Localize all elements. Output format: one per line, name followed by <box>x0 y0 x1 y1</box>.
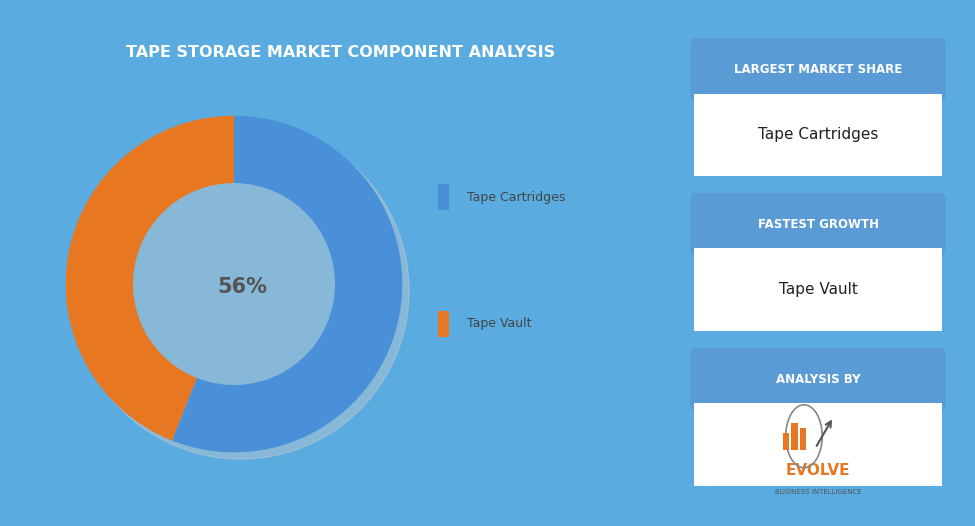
Circle shape <box>72 123 409 459</box>
Text: EVOLVE: EVOLVE <box>786 463 850 478</box>
FancyBboxPatch shape <box>690 193 946 256</box>
FancyBboxPatch shape <box>690 38 946 101</box>
Bar <box>438 184 449 210</box>
Bar <box>792 423 798 450</box>
Bar <box>694 403 942 485</box>
Text: Tape Vault: Tape Vault <box>467 317 531 330</box>
FancyBboxPatch shape <box>690 348 946 411</box>
Text: TAPE STORAGE MARKET COMPONENT ANALYSIS: TAPE STORAGE MARKET COMPONENT ANALYSIS <box>126 45 556 60</box>
Text: FASTEST GROWTH: FASTEST GROWTH <box>758 218 878 231</box>
Text: Tape Vault: Tape Vault <box>779 282 857 297</box>
Bar <box>694 248 942 331</box>
Bar <box>783 433 789 450</box>
Bar <box>438 310 449 337</box>
Text: ANALYSIS BY: ANALYSIS BY <box>776 372 860 386</box>
Wedge shape <box>172 116 403 452</box>
Text: Tape Cartridges: Tape Cartridges <box>758 127 878 142</box>
Text: Tape Cartridges: Tape Cartridges <box>467 191 565 204</box>
Bar <box>800 428 806 450</box>
Text: BUSINESS INTELLIGENCE: BUSINESS INTELLIGENCE <box>775 489 861 495</box>
Wedge shape <box>65 116 234 441</box>
Text: 56%: 56% <box>217 277 267 297</box>
Bar <box>694 94 942 176</box>
Text: LARGEST MARKET SHARE: LARGEST MARKET SHARE <box>734 63 902 76</box>
